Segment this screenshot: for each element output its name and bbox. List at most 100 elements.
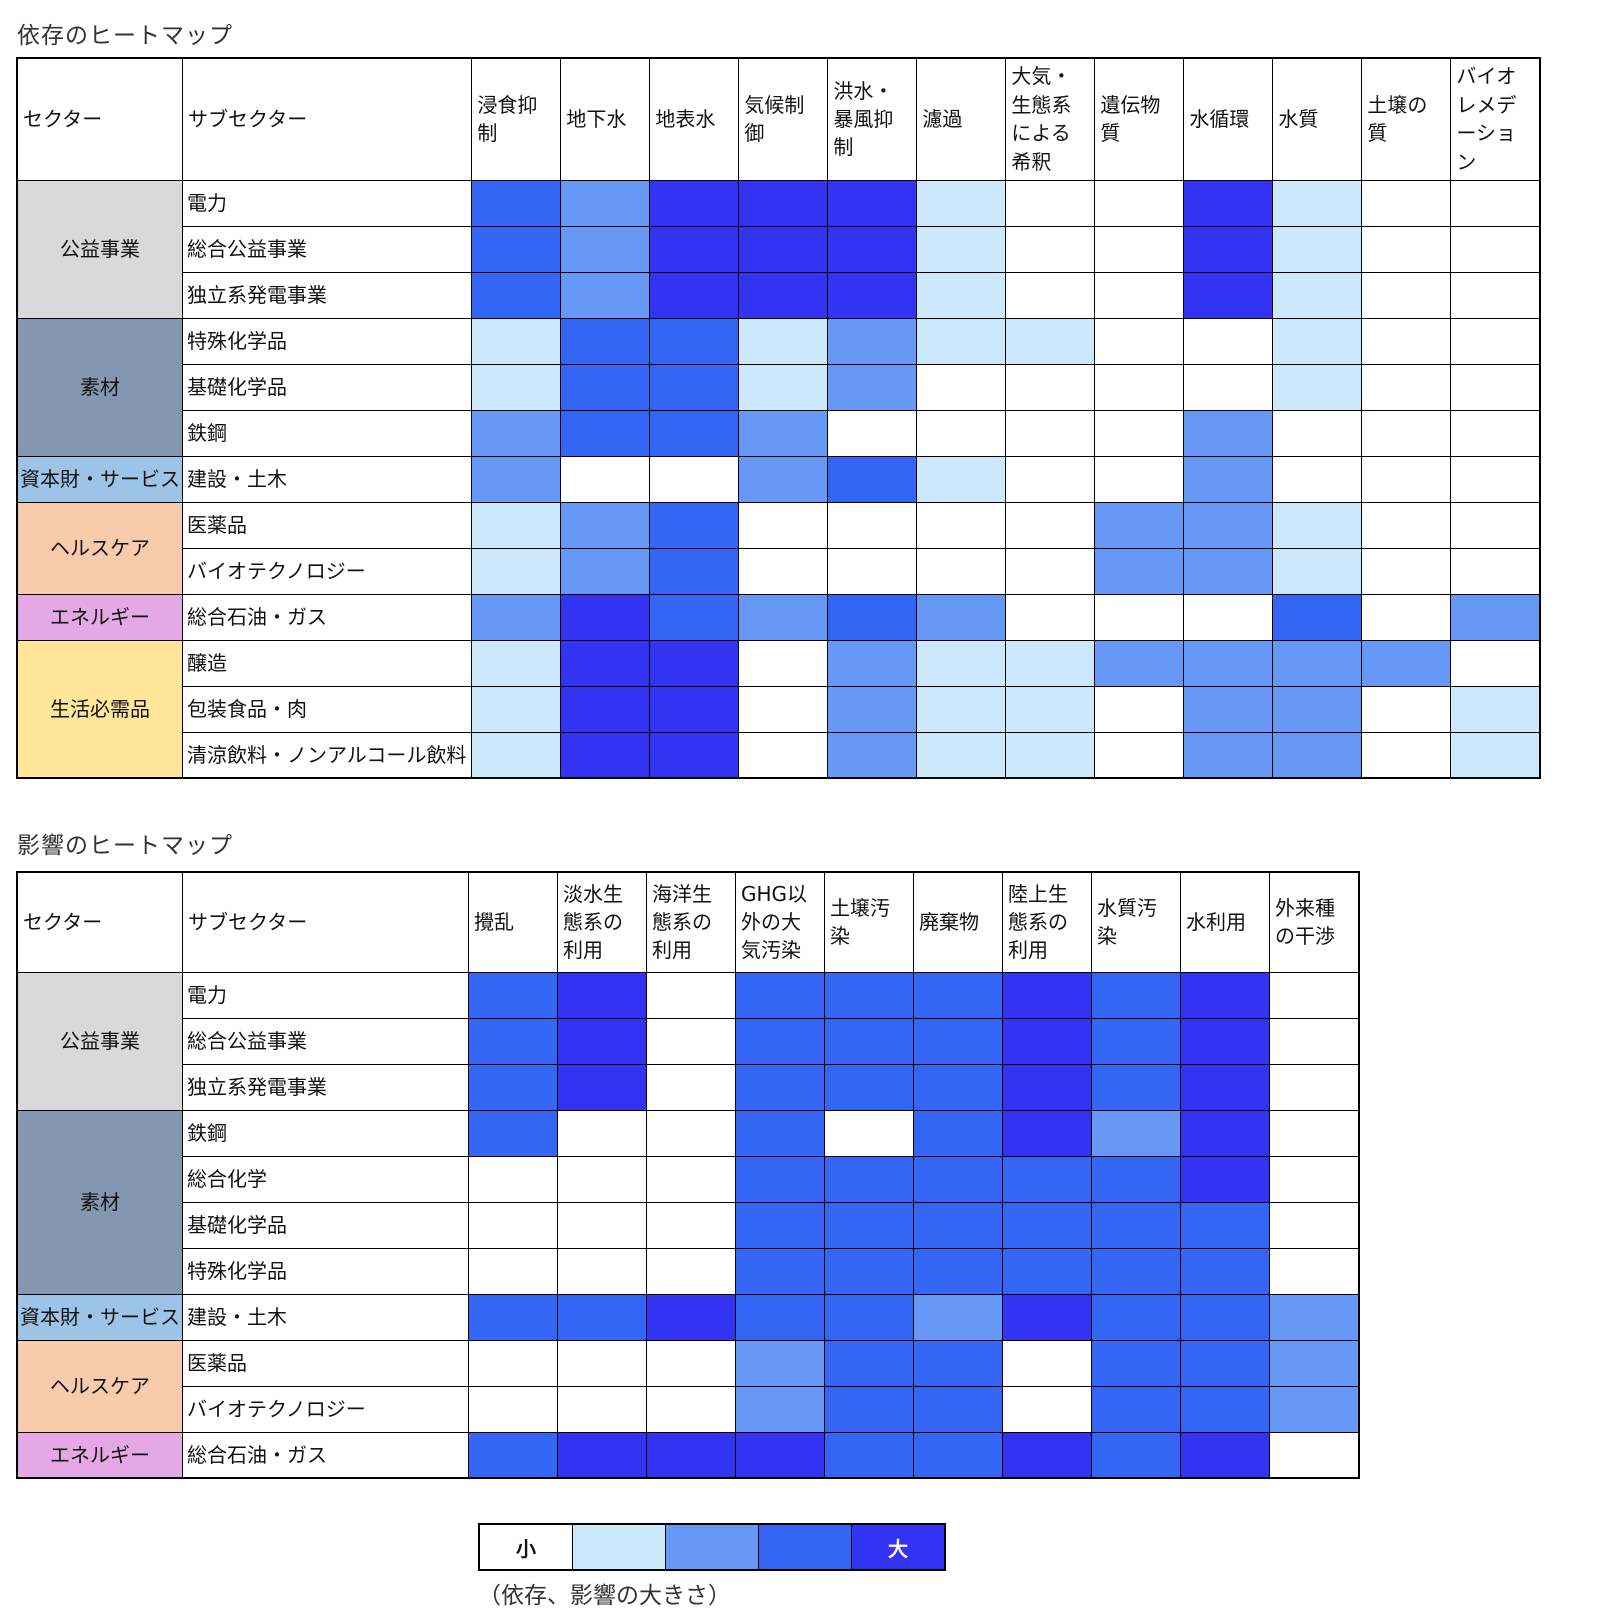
heat-cell xyxy=(913,971,1003,1019)
heat-cell xyxy=(1005,225,1096,273)
heat-cell xyxy=(1180,1339,1270,1387)
heat-cell xyxy=(1361,179,1452,227)
heat-cell xyxy=(1450,409,1541,457)
heat-cell xyxy=(916,409,1007,457)
heat-cell xyxy=(738,639,829,687)
heat-cell xyxy=(1361,501,1452,549)
sector-cell: エネルギー xyxy=(16,1431,183,1479)
table-row: 公益事業 電力 xyxy=(16,179,1541,319)
heat-cell xyxy=(827,455,918,503)
heat-cell xyxy=(1094,455,1185,503)
heat-cell xyxy=(557,1017,647,1065)
heat-cell xyxy=(738,409,829,457)
subsector-cell: 特殊化学品 xyxy=(182,1247,469,1295)
heat-cell xyxy=(1272,409,1363,457)
heat-cell xyxy=(1094,363,1185,411)
heat-cell xyxy=(471,501,562,549)
heat-cell xyxy=(827,593,918,641)
heat-cell xyxy=(735,1431,825,1479)
heat-cell xyxy=(646,1431,736,1479)
heat-cell xyxy=(557,1339,647,1387)
heat-cell xyxy=(1450,363,1541,411)
heat-cell xyxy=(560,501,651,549)
category-header: 水質汚染 xyxy=(1091,871,1181,973)
table-row: 特殊化学品 xyxy=(17,1247,1359,1295)
heat-cell xyxy=(1272,685,1363,733)
heat-cell xyxy=(1183,317,1274,365)
heat-cell xyxy=(1005,455,1096,503)
legend-caption: （依存、影響の大きさ） xyxy=(478,1583,731,1609)
heat-cell xyxy=(649,363,740,411)
legend: 小 大 xyxy=(478,1523,946,1571)
heat-cell xyxy=(738,547,829,595)
heat-cell xyxy=(824,1385,914,1433)
heat-cell xyxy=(1450,685,1541,733)
category-header: 水利用 xyxy=(1180,871,1270,973)
subsector-cell: 鉄鋼 xyxy=(182,1109,469,1157)
heat-cell xyxy=(1005,685,1096,733)
table-row: 素材 特殊化学品 xyxy=(16,317,1541,457)
heat-cell xyxy=(1361,593,1452,641)
subsector-cell: 総合化学 xyxy=(182,1155,469,1203)
heat-cell xyxy=(827,547,918,595)
heat-cell xyxy=(738,685,829,733)
heat-cell xyxy=(827,179,918,227)
table-row: 独立系発電事業 xyxy=(17,1063,1359,1111)
heat-cell xyxy=(1183,409,1274,457)
heat-cell xyxy=(827,409,918,457)
heat-cell xyxy=(1002,1155,1092,1203)
heat-cell xyxy=(1002,971,1092,1019)
sector-cell: 公益事業 xyxy=(16,971,183,1111)
heat-cell xyxy=(471,731,562,779)
category-header: 土壌の質 xyxy=(1361,57,1452,181)
heat-cell xyxy=(735,1293,825,1341)
heat-cell xyxy=(646,1385,736,1433)
heat-cell xyxy=(827,317,918,365)
heat-cell xyxy=(913,1017,1003,1065)
table-row: 資本財・サービス 建設・土木 xyxy=(16,455,1541,503)
heat-cell xyxy=(738,225,829,273)
heat-cell xyxy=(1002,1109,1092,1157)
sector-column-header: セクター xyxy=(16,57,183,181)
heat-cell xyxy=(824,1247,914,1295)
table-row: 清涼飲料・ノンアルコール飲料 xyxy=(17,731,1541,779)
sector-column-header: セクター xyxy=(16,871,183,973)
heat-cell xyxy=(735,971,825,1019)
heat-cell xyxy=(1091,1201,1181,1249)
heat-cell xyxy=(646,971,736,1019)
table-row: 総合公益事業 xyxy=(17,225,1541,273)
heat-cell xyxy=(913,1385,1003,1433)
heat-cell xyxy=(1180,1017,1270,1065)
heat-cell xyxy=(1269,1339,1359,1387)
sector-cell: ヘルスケア xyxy=(16,1339,183,1433)
subsector-cell: 清涼飲料・ノンアルコール飲料 xyxy=(181,731,473,779)
sector-cell: 資本財・サービス xyxy=(16,1293,183,1341)
heat-cell xyxy=(1450,179,1541,227)
heat-cell xyxy=(1091,1155,1181,1203)
heat-cell xyxy=(468,1201,558,1249)
table-row: 素材 鉄鋼 xyxy=(16,1109,1359,1295)
heat-cell xyxy=(557,1293,647,1341)
heat-cell xyxy=(1091,1431,1181,1479)
heat-cell xyxy=(735,1339,825,1387)
heat-cell xyxy=(738,179,829,227)
heat-cell xyxy=(1272,317,1363,365)
heat-cell xyxy=(1002,1201,1092,1249)
heat-cell xyxy=(824,1431,914,1479)
heat-cell xyxy=(1180,971,1270,1019)
subsector-column-header: サブセクター xyxy=(181,57,473,181)
heat-cell xyxy=(916,363,1007,411)
heat-cell xyxy=(1450,501,1541,549)
heat-cell xyxy=(824,1293,914,1341)
heat-cell xyxy=(649,731,740,779)
subsector-cell: 基礎化学品 xyxy=(182,1201,469,1249)
heat-cell xyxy=(1361,409,1452,457)
heat-cell xyxy=(1183,271,1274,319)
category-header: 海洋生態系の利用 xyxy=(646,871,736,973)
table-row: 独立系発電事業 xyxy=(17,271,1541,319)
heat-cell xyxy=(468,1063,558,1111)
subsector-cell: 医薬品 xyxy=(182,1339,469,1387)
heat-cell xyxy=(735,1201,825,1249)
heat-cell xyxy=(1269,1109,1359,1157)
table-row: 包装食品・肉 xyxy=(17,685,1541,733)
